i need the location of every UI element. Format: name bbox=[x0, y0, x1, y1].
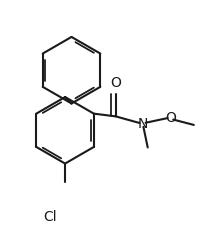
Text: O: O bbox=[110, 76, 121, 90]
Text: N: N bbox=[137, 117, 148, 131]
Text: O: O bbox=[165, 111, 176, 125]
Text: Cl: Cl bbox=[43, 210, 57, 224]
